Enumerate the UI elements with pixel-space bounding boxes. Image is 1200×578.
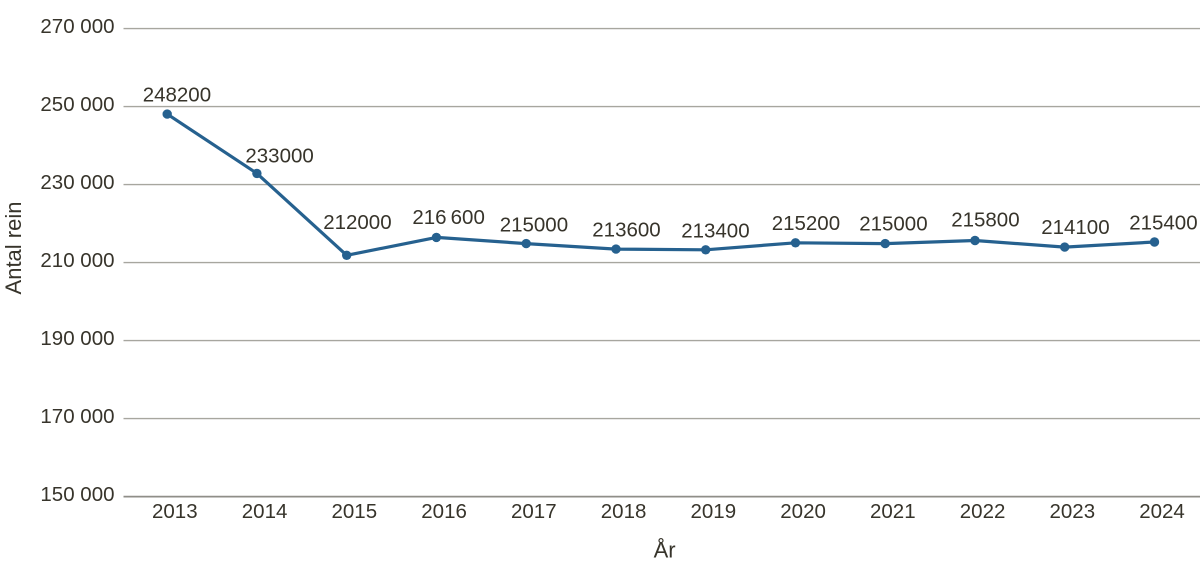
svg-text:2013: 2013 [152, 500, 198, 523]
svg-text:2014: 2014 [242, 500, 288, 523]
svg-text:2021: 2021 [870, 500, 916, 523]
svg-text:215000: 215000 [500, 214, 568, 237]
svg-text:2019: 2019 [690, 500, 736, 523]
svg-text:190 000: 190 000 [40, 327, 114, 350]
svg-text:2017: 2017 [511, 500, 557, 523]
svg-text:2022: 2022 [960, 500, 1006, 523]
svg-text:250 000: 250 000 [40, 93, 114, 116]
svg-text:215800: 215800 [951, 209, 1019, 232]
svg-text:213600: 213600 [592, 219, 660, 242]
svg-text:År: År [654, 537, 676, 562]
svg-text:215400: 215400 [1129, 212, 1197, 235]
svg-text:214100: 214100 [1041, 216, 1109, 239]
svg-text:2016: 2016 [421, 500, 467, 523]
svg-text:230 000: 230 000 [40, 171, 114, 194]
svg-text:213400: 213400 [681, 219, 749, 242]
svg-text:2024: 2024 [1139, 500, 1185, 523]
svg-text:215200: 215200 [772, 212, 840, 235]
svg-text:150 000: 150 000 [40, 483, 114, 506]
svg-text:270 000: 270 000 [40, 15, 114, 38]
svg-text:Antal rein: Antal rein [1, 202, 26, 295]
svg-text:170 000: 170 000 [40, 405, 114, 428]
svg-text:248200: 248200 [143, 84, 211, 107]
svg-text:215000: 215000 [859, 213, 927, 236]
svg-text:2018: 2018 [601, 500, 647, 523]
svg-text:212000: 212000 [323, 211, 391, 234]
svg-text:2020: 2020 [780, 500, 826, 523]
svg-text:216 600: 216 600 [412, 206, 485, 229]
svg-text:2015: 2015 [331, 500, 377, 523]
svg-text:233000: 233000 [245, 144, 313, 167]
svg-text:210 000: 210 000 [40, 249, 114, 272]
svg-text:2023: 2023 [1049, 500, 1095, 523]
